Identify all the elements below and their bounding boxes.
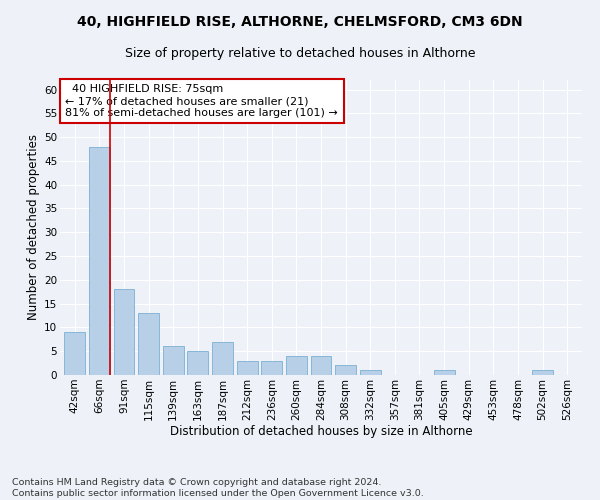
Bar [113,290,134,375]
Text: 40, HIGHFIELD RISE, ALTHORNE, CHELMSFORD, CM3 6DN: 40, HIGHFIELD RISE, ALTHORNE, CHELMSFORD… [77,15,523,29]
Bar [138,313,159,375]
Bar [532,370,553,375]
Bar [64,332,85,375]
Bar [261,360,282,375]
Bar [286,356,307,375]
Bar [187,351,208,375]
Bar [311,356,331,375]
Y-axis label: Number of detached properties: Number of detached properties [27,134,40,320]
Bar [434,370,455,375]
Bar [212,342,233,375]
Bar [236,360,257,375]
Bar [89,146,110,375]
Text: 40 HIGHFIELD RISE: 75sqm
← 17% of detached houses are smaller (21)
81% of semi-d: 40 HIGHFIELD RISE: 75sqm ← 17% of detach… [65,84,338,117]
Bar [335,366,356,375]
Bar [360,370,381,375]
Text: Contains HM Land Registry data © Crown copyright and database right 2024.
Contai: Contains HM Land Registry data © Crown c… [12,478,424,498]
Bar [163,346,184,375]
Text: Size of property relative to detached houses in Althorne: Size of property relative to detached ho… [125,48,475,60]
X-axis label: Distribution of detached houses by size in Althorne: Distribution of detached houses by size … [170,426,472,438]
